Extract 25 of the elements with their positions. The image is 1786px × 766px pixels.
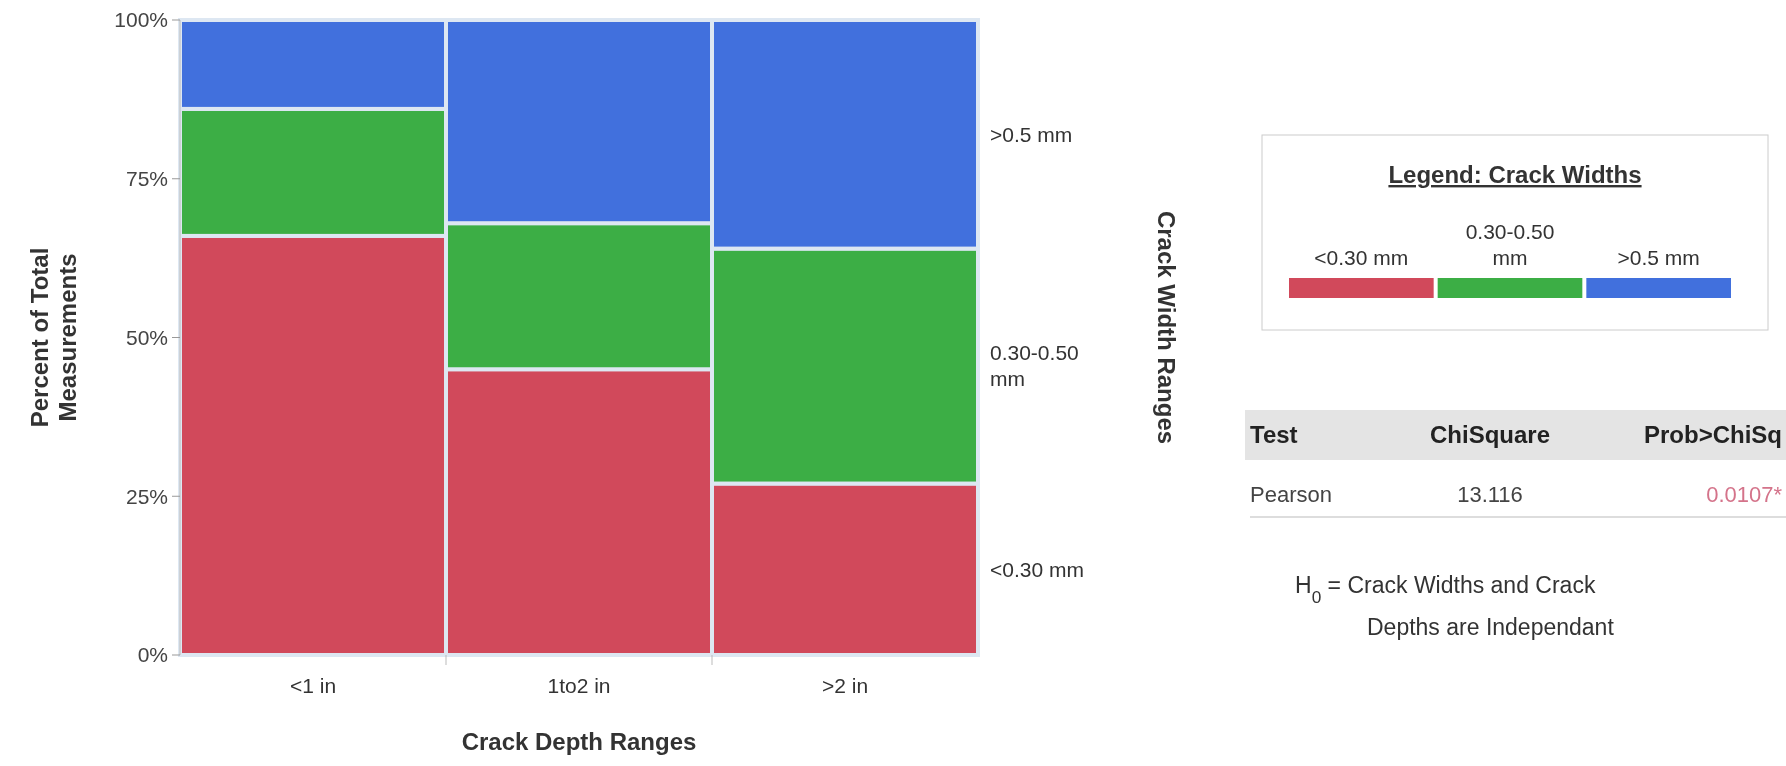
- x-tick-label: >2 in: [821, 674, 869, 697]
- y-tick-label: 25%: [125, 484, 168, 508]
- x-tick-label: 1to2 in: [547, 674, 611, 697]
- y-tick-label: 50%: [125, 325, 168, 349]
- text: Test: [1250, 421, 1298, 448]
- series-label: <0.30 mm: [990, 557, 1084, 581]
- text: ChiSquare: [1429, 421, 1551, 448]
- y-tick-label: 75%: [125, 167, 168, 191]
- text: <0.30 mm: [1314, 246, 1409, 269]
- text: >0.5 mm: [1617, 246, 1700, 269]
- text: 13.116: [1457, 482, 1523, 507]
- series-label: >0.5 mm: [990, 122, 1073, 146]
- text: Crack Width Ranges: [1153, 210, 1180, 445]
- text: H$_{0}$ = Crack Widths and Crack Depths are Independant: [1295, 572, 1615, 640]
- y-tick-label: 0%: [137, 643, 168, 667]
- series-label: 0.30-0.50 mm: [990, 341, 1079, 391]
- x-tick-label: <1 in: [289, 674, 337, 697]
- text: 0.0107*: [1706, 482, 1783, 507]
- text: Pearson: [1250, 482, 1332, 507]
- y-axis-title: Percent of Total Measurements: [26, 247, 81, 428]
- text: Prob>ChiSq: [1643, 421, 1782, 448]
- y-tick-label: 100%: [114, 8, 168, 32]
- text: 0.30-0.50 mm: [1465, 220, 1555, 269]
- legend-title: Legend: Crack Widths: [1388, 161, 1642, 188]
- x-axis-title: Crack Depth Ranges: [461, 728, 697, 755]
